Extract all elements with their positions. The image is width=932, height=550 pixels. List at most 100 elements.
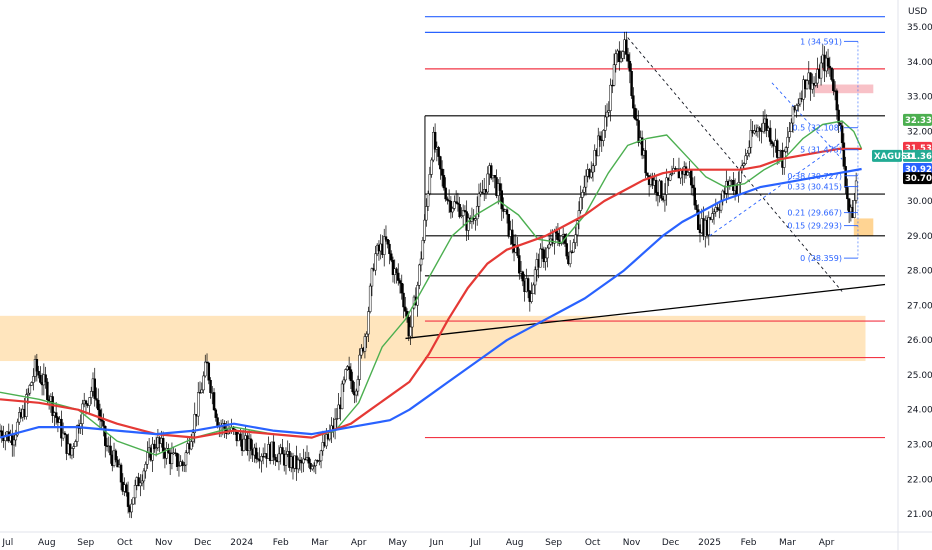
candle-body-391: [684, 166, 688, 176]
time-axis[interactable]: Jul Aug Sep Oct Nov Dec 2024 Feb Mar Apr May Jun Jul…: [1, 538, 834, 548]
trendline-1: [627, 37, 843, 292]
candle-body-289: [505, 209, 509, 215]
symbol-badge: [872, 149, 902, 162]
candle-body-351: [614, 53, 618, 65]
candle-body-245: [428, 174, 432, 194]
candle-body-428: [749, 130, 753, 148]
candle-body-77: [133, 485, 137, 499]
candle-body-246: [430, 159, 433, 175]
candle-body-109: [189, 441, 193, 450]
candle-body-285: [498, 183, 502, 191]
candle-body-184: [321, 442, 325, 452]
candle-body-263: [460, 215, 463, 218]
candle-body-394: [689, 169, 693, 186]
candle-body-473: [828, 65, 832, 69]
fib-level-label-1: 0.5 (32.108): [792, 124, 842, 133]
candle-body-398: [697, 209, 700, 230]
candle-body-76: [132, 497, 135, 505]
candle-body-196: [342, 379, 346, 385]
candle-body-173: [302, 458, 305, 464]
candle-body-93: [161, 438, 165, 453]
candle-body-450: [788, 131, 791, 138]
candle-body-101: [175, 453, 179, 467]
candle-body-357: [625, 39, 628, 55]
candle-body-63: [109, 445, 112, 456]
price-tick-label-14: 21.000: [907, 510, 932, 520]
candle-body-310: [542, 249, 546, 263]
time-tick-label-15: Oct: [585, 538, 601, 548]
time-tick-label-17: Dec: [662, 538, 679, 548]
candle-body-1: [0, 430, 4, 437]
candle-body-46: [79, 423, 82, 429]
candle-body-303: [530, 293, 533, 302]
candle-body-363: [635, 118, 639, 121]
candle-body-79: [137, 477, 140, 487]
candle-body-265: [463, 210, 467, 212]
candle-body-474: [830, 67, 833, 80]
candle-body-355: [621, 51, 625, 59]
time-tick-label-20: Mar: [779, 538, 796, 548]
candle-body-462: [809, 72, 812, 90]
candle-body-254: [444, 187, 447, 200]
candle-body-117: [204, 361, 207, 377]
candle-body-214: [374, 253, 377, 271]
moving-averages: [0, 120, 863, 456]
candle-body-244: [426, 193, 430, 207]
candle-body-163: [284, 454, 288, 466]
candle-body-364: [637, 120, 640, 143]
candle-body-89: [154, 447, 158, 450]
candle-body-311: [544, 257, 547, 263]
candle-body-44: [75, 425, 79, 442]
price-axis[interactable]: 35.00034.00033.00032.00031.00030.00029.0…: [907, 23, 932, 520]
candle-body-157: [274, 456, 277, 461]
time-tick-label-0: Jul: [1, 538, 13, 548]
candle-body-143: [249, 438, 253, 450]
candle-body-331: [579, 197, 582, 211]
candle-body-278: [486, 173, 489, 193]
candle-body-186: [325, 434, 328, 447]
candle-body-113: [196, 392, 200, 417]
candle-body-102: [177, 465, 181, 467]
fib-level-label-0: 1 (34.591): [800, 37, 842, 46]
candle-body-261: [456, 202, 460, 205]
price-badge-label-4: 30.702: [905, 174, 932, 184]
candle-body-183: [319, 450, 323, 462]
price-badge-2: [903, 149, 932, 162]
price-tick-label-6: 29.000: [907, 232, 932, 242]
candle-body-380: [665, 177, 668, 195]
candle-body-84: [146, 452, 149, 465]
candle-body-75: [130, 503, 133, 513]
candle-body-235: [411, 307, 414, 328]
time-tick-label-12: Jul: [469, 538, 481, 548]
trendline-0: [405, 283, 886, 340]
candle-body-273: [477, 193, 481, 207]
candle-body-379: [663, 194, 667, 201]
candle-body-146: [254, 447, 258, 459]
candle-body-433: [758, 127, 761, 131]
candle-body-234: [409, 326, 412, 337]
price-tick-label-2: 33.000: [907, 93, 932, 103]
candle-body-98: [170, 453, 174, 465]
candle-body-224: [391, 259, 395, 275]
candle-body-57: [98, 409, 102, 420]
candle-body-159: [277, 453, 281, 463]
candle-body-479: [839, 122, 842, 126]
candle-body-80: [139, 482, 142, 487]
candle-body-342: [598, 135, 602, 141]
fib-level-label-2: 5 (31.475): [800, 146, 842, 155]
candle-body-60: [104, 426, 107, 446]
price-badge-label-1: 31.530: [905, 144, 932, 154]
candle-body-119: [207, 362, 211, 381]
candle-body-72: [125, 484, 128, 493]
candle-body-170: [296, 459, 300, 470]
candle-body-82: [142, 470, 146, 482]
candle-body-272: [475, 206, 479, 220]
candle-body-298: [521, 271, 525, 282]
price-tick-label-5: 30.000: [907, 197, 932, 207]
candle-body-242: [423, 219, 426, 241]
fib-level-label-3: 0.38 (30.727): [787, 172, 842, 181]
candle-body-271: [474, 218, 477, 221]
candle-body-440: [770, 141, 774, 145]
ma-red-line: [0, 147, 862, 439]
